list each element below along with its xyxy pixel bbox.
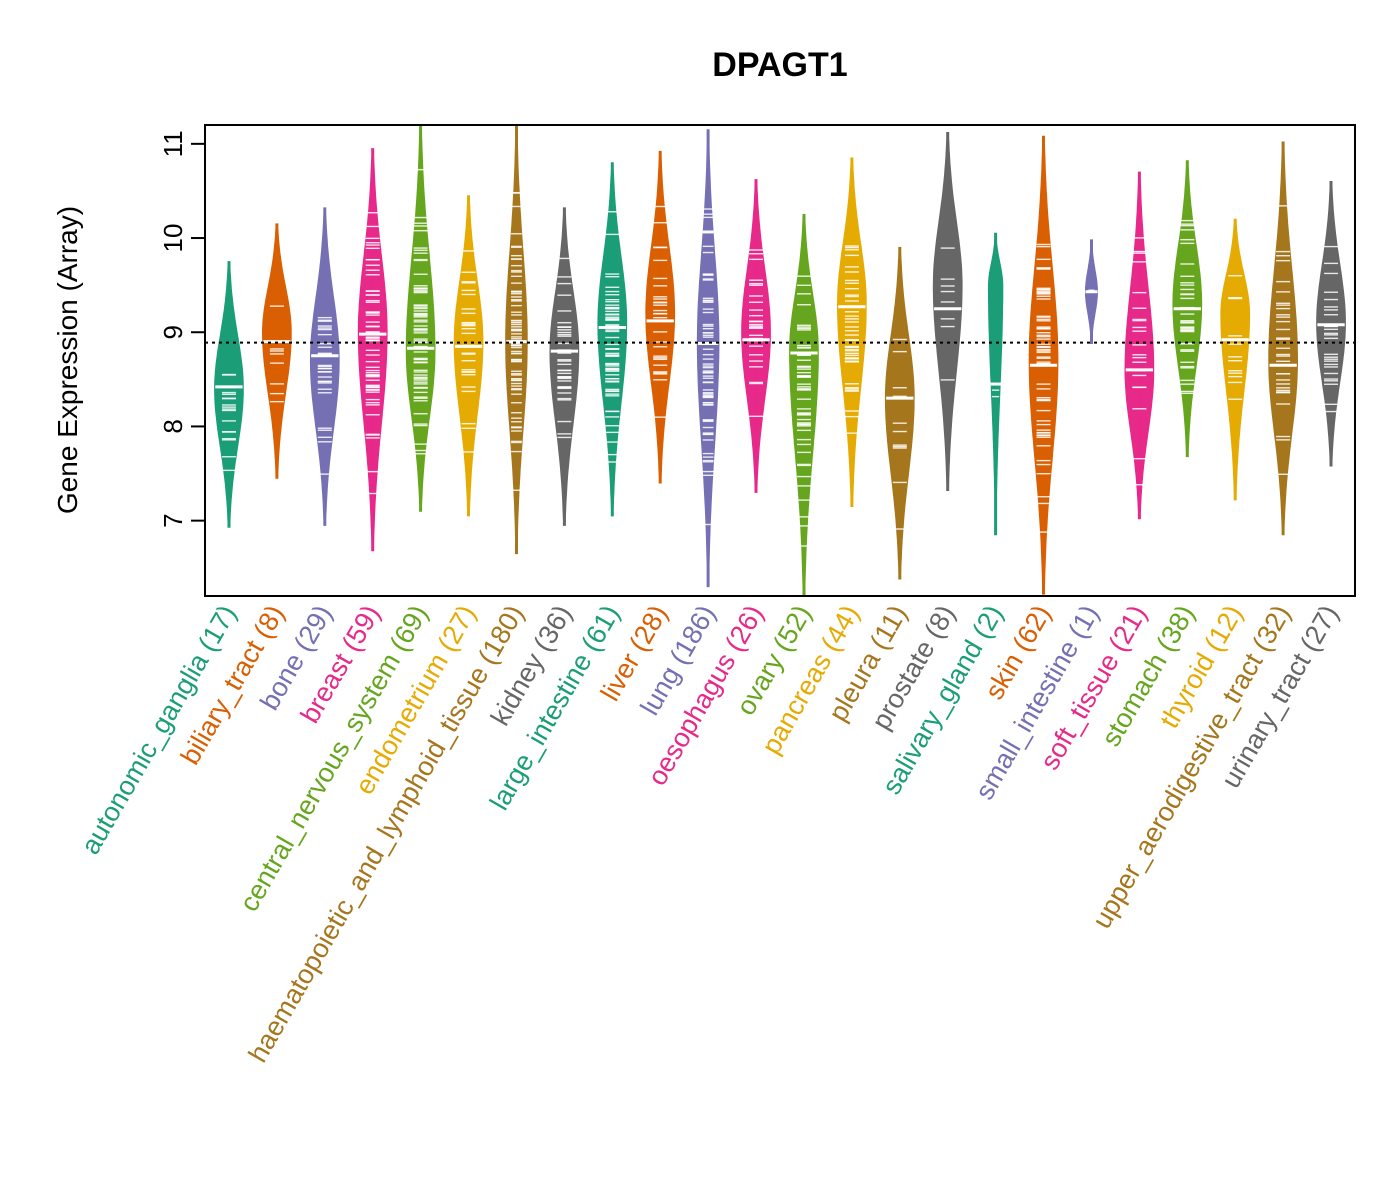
violin-small-intestine bbox=[1085, 239, 1098, 344]
violin-kidney bbox=[549, 207, 580, 526]
violin-stomach bbox=[1172, 160, 1203, 458]
y-axis-label: Gene Expression (Array) bbox=[52, 206, 83, 514]
violin-large-intestine bbox=[597, 162, 628, 517]
violin-endometrium bbox=[453, 195, 484, 517]
violin-skin bbox=[1028, 135, 1059, 595]
violin-series bbox=[214, 124, 1346, 597]
violin-oesophagus bbox=[741, 179, 771, 493]
y-axis: 7 8 9 10 11 bbox=[158, 130, 206, 528]
violin-autonomic-ganglia bbox=[214, 261, 244, 528]
violin-soft-tissue bbox=[1124, 171, 1155, 520]
violin-salivary-gland bbox=[987, 232, 1004, 536]
violin-breast bbox=[357, 148, 388, 552]
violin-pleura bbox=[884, 247, 915, 580]
chart-title: DPAGT1 bbox=[712, 46, 847, 84]
y-tick-label: 9 bbox=[158, 325, 188, 339]
violin-prostate bbox=[932, 132, 963, 491]
violin-lung bbox=[696, 129, 720, 588]
y-tick-label: 8 bbox=[158, 419, 188, 433]
y-tick-label: 10 bbox=[158, 224, 188, 253]
y-tick-label: 11 bbox=[158, 130, 188, 157]
violin-haematopoietic-and-lymphoid-tissue bbox=[505, 124, 528, 555]
y-tick-label: 7 bbox=[158, 513, 188, 527]
violin-thyroid bbox=[1220, 218, 1251, 501]
violin-urinary-tract bbox=[1316, 181, 1346, 467]
violin-pancreas bbox=[837, 157, 867, 507]
violin-ovary bbox=[789, 214, 819, 597]
violin-liver bbox=[645, 150, 676, 484]
violin-upper-aerodigestive-tract bbox=[1268, 141, 1298, 536]
violin-biliary-tract bbox=[262, 223, 292, 479]
violin-central-nervous-system bbox=[405, 124, 436, 512]
x-axis-labels: autonomic_ganglia (17)biliary_tract (8)b… bbox=[75, 600, 1344, 1067]
violin-bone bbox=[309, 207, 340, 526]
